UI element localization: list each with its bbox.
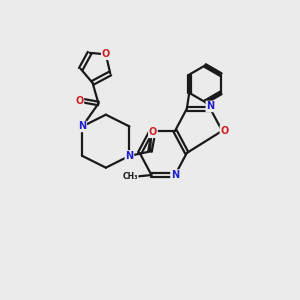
Text: N: N [206, 101, 214, 111]
Text: CH₃: CH₃ [122, 172, 138, 181]
Text: O: O [102, 49, 110, 59]
Text: O: O [149, 127, 157, 137]
Text: O: O [220, 126, 229, 136]
Text: N: N [78, 122, 86, 131]
Text: N: N [125, 151, 134, 161]
Text: N: N [171, 170, 179, 180]
Text: O: O [75, 95, 83, 106]
